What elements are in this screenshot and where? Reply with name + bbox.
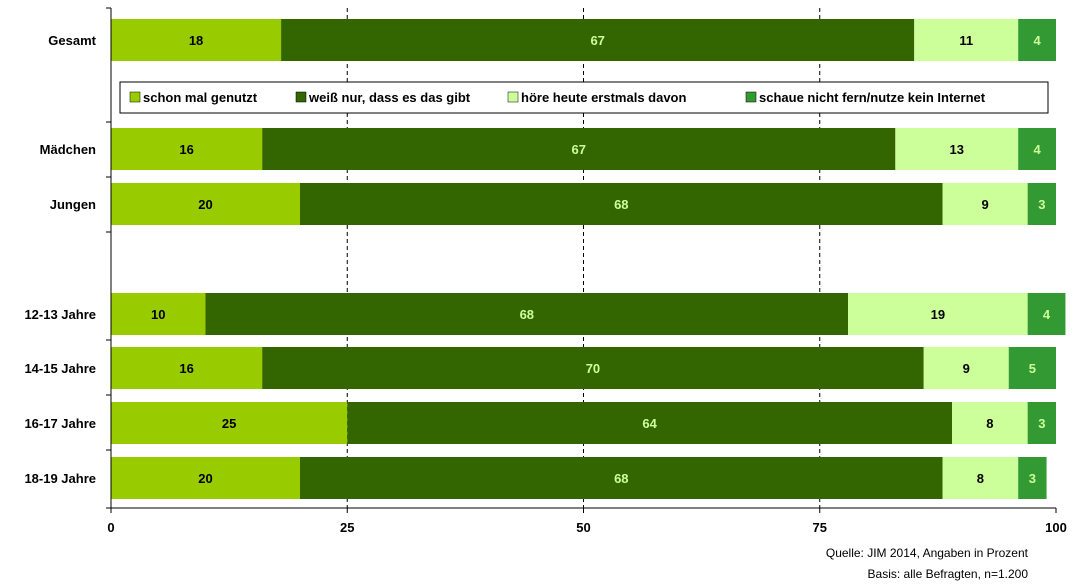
bar-mädchen-series-2 — [262, 128, 896, 170]
legend-swatch-4 — [745, 91, 757, 103]
x-tick-label-50: 50 — [576, 520, 590, 535]
bar-12-13-jahre-series-4 — [1027, 293, 1066, 335]
bar-16-17-jahre-series-3 — [952, 402, 1028, 444]
bar-14-15-jahre-series-4 — [1008, 347, 1056, 389]
legend-swatch-3 — [507, 91, 519, 103]
value-label-14-15-jahre-series-2: 70 — [586, 361, 600, 376]
value-label-18-19-jahre-series-4: 3 — [1029, 471, 1036, 486]
bar-12-13-jahre-series-1 — [111, 293, 206, 335]
value-label-mädchen-series-3: 13 — [950, 142, 964, 157]
value-label-mädchen-series-1: 16 — [179, 142, 193, 157]
bar-jungen-series-1 — [111, 183, 300, 225]
value-label-gesamt-series-2: 67 — [590, 33, 604, 48]
value-label-16-17-jahre-series-2: 64 — [642, 416, 657, 431]
bar-18-19-jahre-series-1 — [111, 457, 300, 499]
bar-18-19-jahre-series-3 — [942, 457, 1019, 499]
category-label-mädchen: Mädchen — [40, 142, 96, 157]
legend-label-2: weiß nur, dass es das gibt — [308, 90, 471, 105]
source-line-2: Basis: alle Befragten, n=1.200 — [867, 567, 1028, 581]
value-label-gesamt-series-3: 11 — [959, 33, 973, 48]
category-label-gesamt: Gesamt — [48, 33, 96, 48]
legend-label-4: schaue nicht fern/nutze kein Internet — [759, 90, 986, 105]
bar-jungen-series-2 — [300, 183, 943, 225]
value-label-gesamt-series-1: 18 — [189, 33, 203, 48]
value-label-16-17-jahre-series-4: 3 — [1038, 416, 1045, 431]
value-label-18-19-jahre-series-3: 8 — [977, 471, 984, 486]
value-label-jungen-series-2: 68 — [614, 197, 628, 212]
bar-16-17-jahre-series-4 — [1027, 402, 1056, 444]
value-label-12-13-jahre-series-4: 4 — [1043, 307, 1051, 322]
bar-mädchen-series-1 — [111, 128, 263, 170]
source-line-1: Quelle: JIM 2014, Angaben in Prozent — [825, 546, 1028, 560]
value-label-12-13-jahre-series-1: 10 — [151, 307, 165, 322]
bar-gesamt-series-4 — [1018, 19, 1056, 61]
bar-18-19-jahre-series-4 — [1018, 457, 1047, 499]
value-label-jungen-series-3: 9 — [982, 197, 989, 212]
category-label-jungen: Jungen — [50, 197, 96, 212]
category-label-14-15-jahre: 14-15 Jahre — [24, 361, 96, 376]
bar-gesamt-series-2 — [281, 19, 915, 61]
category-label-12-13-jahre: 12-13 Jahre — [24, 307, 96, 322]
value-label-jungen-series-4: 3 — [1038, 197, 1045, 212]
bar-14-15-jahre-series-3 — [923, 347, 1009, 389]
value-label-18-19-jahre-series-2: 68 — [614, 471, 628, 486]
value-label-mädchen-series-4: 4 — [1033, 142, 1041, 157]
legend: schon mal genutzt weiß nur, dass es das g… — [119, 81, 1049, 114]
bar-mädchen-series-4 — [1018, 128, 1056, 170]
bar-14-15-jahre-series-2 — [262, 347, 924, 389]
x-tick-label-100: 100 — [1045, 520, 1067, 535]
legend-swatch-1 — [129, 91, 141, 103]
legend-label-3: höre heute erstmals davon — [521, 90, 686, 105]
value-label-jungen-series-1: 20 — [198, 197, 212, 212]
value-label-16-17-jahre-series-3: 8 — [986, 416, 993, 431]
value-label-18-19-jahre-series-1: 20 — [198, 471, 212, 486]
axes: 0 25 50 75 100 — [106, 7, 1067, 535]
value-label-14-15-jahre-series-4: 5 — [1029, 361, 1036, 376]
value-label-12-13-jahre-series-2: 68 — [520, 307, 534, 322]
value-label-16-17-jahre-series-1: 25 — [222, 416, 236, 431]
value-label-14-15-jahre-series-3: 9 — [963, 361, 970, 376]
bar-18-19-jahre-series-2 — [300, 457, 943, 499]
legend-box — [119, 81, 1049, 114]
bar-12-13-jahre-series-3 — [848, 293, 1028, 335]
x-tick-label-75: 75 — [813, 520, 827, 535]
bar-16-17-jahre-series-1 — [111, 402, 348, 444]
value-label-14-15-jahre-series-1: 16 — [179, 361, 193, 376]
x-tick-label-0: 0 — [107, 520, 114, 535]
bar-mädchen-series-3 — [895, 128, 1019, 170]
bars: 18 67 11 4 Gesamt 16 67 13 4 Mädchen 20 68 9 3 Jungen 1… — [24, 19, 1066, 499]
bar-gesamt-series-1 — [111, 19, 282, 61]
bar-jungen-series-4 — [1027, 183, 1056, 225]
bar-12-13-jahre-series-2 — [205, 293, 849, 335]
category-label-18-19-jahre: 18-19 Jahre — [24, 471, 96, 486]
bar-16-17-jahre-series-2 — [347, 402, 953, 444]
bar-jungen-series-3 — [942, 183, 1028, 225]
value-label-12-13-jahre-series-3: 19 — [931, 307, 945, 322]
category-label-16-17-jahre: 16-17 Jahre — [24, 416, 96, 431]
legend-swatch-2 — [295, 91, 307, 103]
value-label-mädchen-series-2: 67 — [572, 142, 586, 157]
x-tick-label-25: 25 — [340, 520, 354, 535]
legend-label-1: schon mal genutzt — [143, 90, 258, 105]
bar-gesamt-series-3 — [914, 19, 1019, 61]
value-label-gesamt-series-4: 4 — [1033, 33, 1041, 48]
bar-14-15-jahre-series-1 — [111, 347, 263, 389]
